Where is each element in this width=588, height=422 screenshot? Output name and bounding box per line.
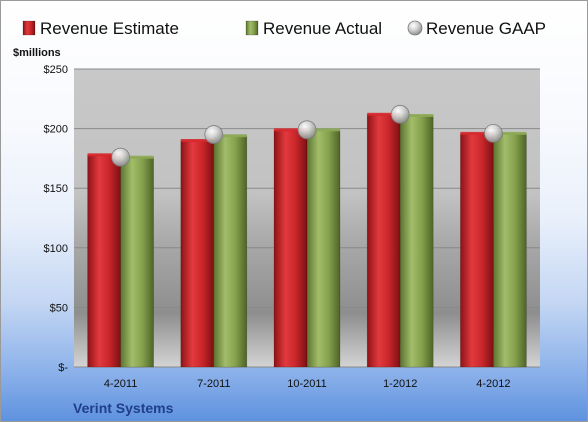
x-tick-label-4-2011: 4-2011 bbox=[104, 378, 137, 390]
y-tick-label: $200 bbox=[44, 124, 68, 136]
y-tick-label: $- bbox=[58, 362, 68, 374]
bar-revenue-actual-10-2011 bbox=[306, 129, 341, 368]
x-tick-label-7-2011: 7-2011 bbox=[197, 378, 230, 390]
bar-revenue-actual-7-2011 bbox=[213, 135, 248, 368]
bar-top-revenue-actual-1-2012 bbox=[400, 113, 434, 117]
bar-top-revenue-actual-4-2011 bbox=[120, 155, 154, 159]
bar-revenue-actual-1-2012 bbox=[399, 115, 434, 368]
company-name: Verint Systems bbox=[73, 400, 174, 416]
marker-revenue-gaap-4-2011 bbox=[111, 147, 130, 167]
bar-top-revenue-estimate-4-2012 bbox=[460, 131, 494, 135]
legend-swatch-revenue-actual bbox=[245, 20, 259, 36]
legend-swatch-revenue-estimate bbox=[22, 20, 36, 36]
marker-revenue-gaap-1-2012 bbox=[390, 104, 410, 124]
bar-top-revenue-actual-10-2011 bbox=[307, 128, 340, 132]
bar-top-revenue-estimate-4-2011 bbox=[87, 153, 121, 157]
bar-top-revenue-actual-7-2011 bbox=[213, 134, 247, 138]
bar-revenue-estimate-1-2012 bbox=[366, 113, 401, 368]
marker-revenue-gaap-10-2011 bbox=[297, 120, 317, 140]
bar-revenue-actual-4-2011 bbox=[120, 156, 154, 368]
y-tick-label: $100 bbox=[44, 243, 68, 255]
legend-label-revenue-estimate: Revenue Estimate bbox=[40, 19, 179, 38]
bar-revenue-estimate-10-2011 bbox=[273, 129, 308, 368]
bar-revenue-estimate-4-2011 bbox=[87, 154, 121, 368]
legend-label-revenue-actual: Revenue Actual bbox=[263, 19, 382, 38]
gaap-markers bbox=[111, 104, 503, 167]
bar-revenue-estimate-7-2011 bbox=[180, 140, 215, 368]
marker-revenue-gaap-7-2011 bbox=[204, 125, 224, 144]
y-tick-label: $250 bbox=[44, 64, 68, 76]
bar-top-revenue-estimate-1-2012 bbox=[367, 112, 401, 116]
y-tick-label: $50 bbox=[50, 302, 68, 314]
bar-revenue-actual-4-2012 bbox=[493, 133, 527, 368]
x-tick-label-10-2011: 10-2011 bbox=[287, 378, 327, 390]
legend-label-revenue-gaap: Revenue GAAP bbox=[426, 19, 546, 38]
x-tick-label-4-2012: 4-2012 bbox=[476, 378, 510, 390]
y-axis-unit-label: $millions bbox=[13, 47, 61, 59]
bar-series bbox=[87, 112, 527, 368]
x-axis-ticks: 4-2011 7-2011 10-2011 1-2012 4-2012 bbox=[104, 378, 511, 390]
marker-revenue-gaap-4-2012 bbox=[483, 123, 503, 143]
x-tick-label-1-2012: 1-2012 bbox=[383, 378, 417, 390]
bar-top-revenue-estimate-10-2011 bbox=[274, 128, 307, 132]
legend: Revenue Estimate Revenue Actual Revenue GA… bbox=[22, 19, 546, 38]
bar-top-revenue-estimate-7-2011 bbox=[180, 139, 214, 143]
bar-top-revenue-actual-4-2012 bbox=[493, 131, 527, 135]
y-axis-ticks: $- $50 $100 $150 $200 $250 bbox=[44, 64, 69, 374]
y-tick-label: $150 bbox=[44, 183, 68, 195]
legend-swatch-revenue-gaap bbox=[407, 20, 423, 36]
bar-revenue-estimate-4-2012 bbox=[460, 133, 494, 368]
